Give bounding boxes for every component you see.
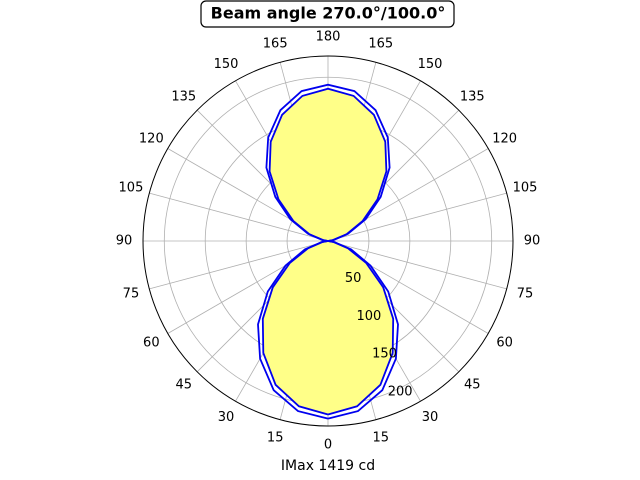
- theta-tick-label: 120: [139, 132, 164, 147]
- r-tick-label: 100: [356, 309, 381, 324]
- title-box: [200, 0, 455, 28]
- polar-frame: [142, 55, 514, 427]
- theta-tick-label: 30: [422, 410, 439, 425]
- theta-tick-label: 135: [171, 89, 196, 104]
- theta-tick-label: 90: [116, 234, 133, 249]
- series-line: [257, 83, 399, 420]
- x-axis-label: IMax 1419 cd: [281, 458, 375, 474]
- spoke-grid-line: [149, 240, 329, 290]
- theta-tick-label: 75: [517, 286, 534, 301]
- theta-tick-label: 0: [324, 438, 332, 453]
- spoke-grid-line: [327, 192, 507, 242]
- theta-tick-label: 15: [267, 431, 284, 446]
- theta-tick-label: 180: [316, 30, 341, 45]
- theta-tick-label: 75: [123, 286, 140, 301]
- theta-tick-label: 45: [175, 378, 192, 393]
- theta-tick-label: 30: [218, 410, 235, 425]
- theta-tick-label: 45: [464, 378, 481, 393]
- theta-tick-label: 90: [524, 234, 541, 249]
- r-tick-label: 150: [372, 347, 397, 362]
- theta-tick-label: 150: [418, 57, 443, 72]
- theta-tick-label: 15: [373, 431, 390, 446]
- spoke-grid-line: [327, 240, 507, 290]
- r-tick-label: 200: [388, 384, 413, 399]
- theta-tick-label: 165: [368, 36, 393, 51]
- theta-tick-label: 135: [460, 89, 485, 104]
- theta-tick-label: 60: [143, 336, 160, 351]
- series-area: [262, 88, 394, 415]
- theta-tick-label: 165: [263, 36, 288, 51]
- chart-title: Beam angle 270.0°/100.0°: [211, 4, 446, 23]
- theta-tick-label: 120: [492, 132, 517, 147]
- theta-tick-label: 105: [513, 181, 538, 196]
- spoke-grid-line: [149, 192, 329, 242]
- r-tick-label: 50: [345, 271, 362, 286]
- theta-tick-label: 60: [496, 336, 513, 351]
- theta-tick-label: 150: [214, 57, 239, 72]
- theta-tick-label: 105: [119, 181, 144, 196]
